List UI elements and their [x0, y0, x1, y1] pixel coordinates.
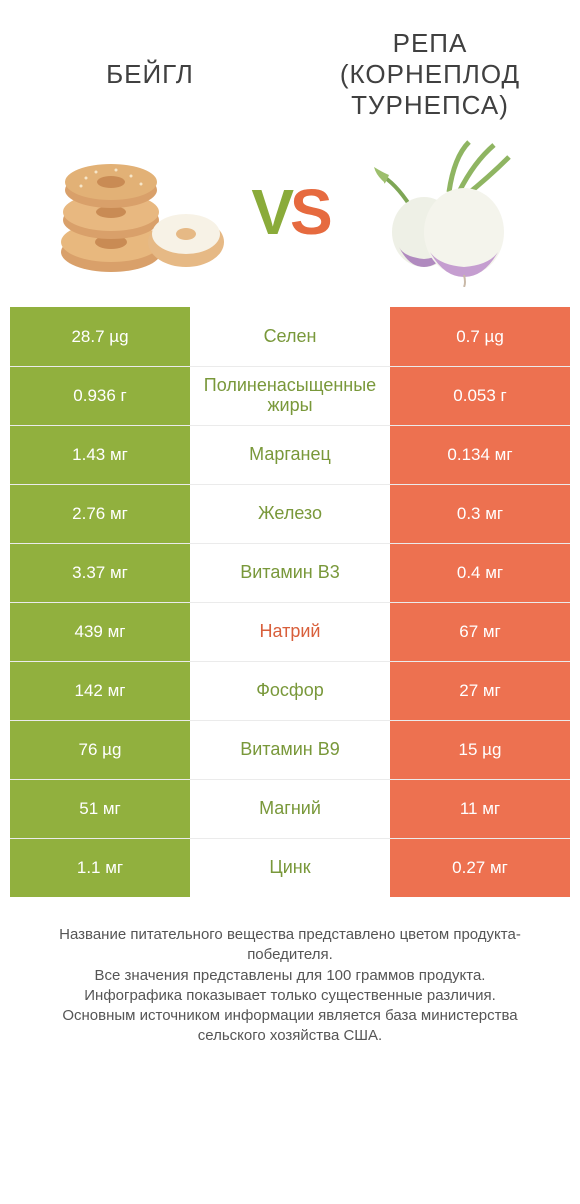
right-value-cell: 15 µg	[390, 721, 570, 779]
footer-notes: Название питательного вещества представл…	[10, 925, 570, 1047]
left-food-image	[41, 137, 241, 287]
left-value-cell: 76 µg	[10, 721, 190, 779]
nutrient-label: Витамин B9	[190, 740, 390, 760]
table-row: 439 мгНатрий67 мг	[10, 602, 570, 661]
left-value-cell: 28.7 µg	[10, 307, 190, 366]
footer-line: Инфографика показывает только существенн…	[28, 986, 552, 1006]
turnip-icon	[354, 137, 524, 287]
vs-v: V	[251, 176, 290, 248]
right-value-cell: 11 мг	[390, 780, 570, 838]
footer-line: Основным источником информации является …	[28, 1006, 552, 1047]
left-value-cell: 439 мг	[10, 603, 190, 661]
images-row: VS	[10, 137, 570, 287]
infographic-container: БЕЙГЛ РЕПА (КОРНЕПЛОД ТУРНЕПСА)	[0, 0, 580, 1077]
nutrient-label: Фосфор	[190, 681, 390, 701]
nutrient-label: Полиненасыщенные жиры	[190, 376, 390, 416]
right-value-cell: 67 мг	[390, 603, 570, 661]
left-value-cell: 3.37 мг	[10, 544, 190, 602]
table-row: 1.43 мгМарганец0.134 мг	[10, 425, 570, 484]
left-value-cell: 1.1 мг	[10, 839, 190, 897]
right-value-cell: 0.4 мг	[390, 544, 570, 602]
nutrient-label: Цинк	[190, 858, 390, 878]
nutrient-label: Железо	[190, 504, 390, 524]
right-food-title: РЕПА (КОРНЕПЛОД ТУРНЕПСА)	[296, 20, 565, 129]
right-value-cell: 27 мг	[390, 662, 570, 720]
right-value-cell: 0.7 µg	[390, 307, 570, 366]
right-value-cell: 0.134 мг	[390, 426, 570, 484]
table-row: 51 мгМагний11 мг	[10, 779, 570, 838]
table-row: 2.76 мгЖелезо0.3 мг	[10, 484, 570, 543]
nutrient-label: Марганец	[190, 445, 390, 465]
right-value-cell: 0.27 мг	[390, 839, 570, 897]
comparison-table: 28.7 µgСелен0.7 µg0.936 гПолиненасыщенны…	[10, 307, 570, 897]
footer-line: Название питательного вещества представл…	[28, 925, 552, 966]
left-value-cell: 142 мг	[10, 662, 190, 720]
nutrient-label: Селен	[190, 327, 390, 347]
nutrient-label: Магний	[190, 799, 390, 819]
right-value-cell: 0.3 мг	[390, 485, 570, 543]
left-food-title: БЕЙГЛ	[16, 51, 285, 98]
left-value-cell: 51 мг	[10, 780, 190, 838]
footer-line: Все значения представлены для 100 граммо…	[28, 966, 552, 986]
table-row: 0.936 гПолиненасыщенные жиры0.053 г	[10, 366, 570, 425]
table-row: 76 µgВитамин B915 µg	[10, 720, 570, 779]
table-row: 28.7 µgСелен0.7 µg	[10, 307, 570, 366]
table-row: 1.1 мгЦинк0.27 мг	[10, 838, 570, 897]
table-row: 142 мгФосфор27 мг	[10, 661, 570, 720]
left-value-cell: 0.936 г	[10, 367, 190, 425]
vs-label: VS	[251, 180, 328, 244]
title-row: БЕЙГЛ РЕПА (КОРНЕПЛОД ТУРНЕПСА)	[10, 20, 570, 129]
bagel-icon	[56, 142, 226, 282]
right-value-cell: 0.053 г	[390, 367, 570, 425]
left-value-cell: 1.43 мг	[10, 426, 190, 484]
vs-s: S	[290, 176, 329, 248]
right-food-image	[339, 137, 539, 287]
left-value-cell: 2.76 мг	[10, 485, 190, 543]
nutrient-label: Натрий	[190, 622, 390, 642]
table-row: 3.37 мгВитамин B30.4 мг	[10, 543, 570, 602]
nutrient-label: Витамин B3	[190, 563, 390, 583]
